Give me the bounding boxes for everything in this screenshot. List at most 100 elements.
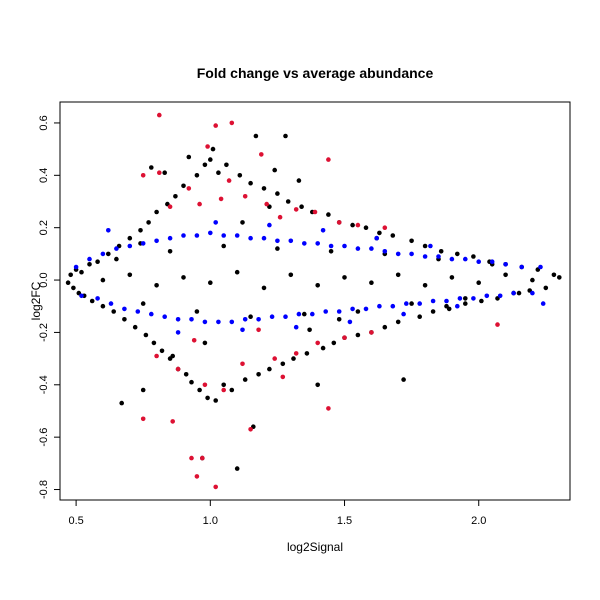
- data-point: [409, 301, 414, 306]
- data-point: [175, 330, 181, 335]
- data-point: [167, 235, 173, 241]
- data-point: [355, 332, 361, 338]
- data-point: [111, 309, 116, 314]
- data-point: [307, 327, 312, 333]
- data-point: [127, 272, 133, 278]
- data-point: [291, 356, 296, 361]
- data-point: [248, 235, 253, 241]
- data-point: [146, 220, 151, 225]
- data-point: [342, 243, 347, 249]
- data-point: [181, 233, 186, 238]
- data-point: [108, 301, 114, 306]
- data-point: [100, 303, 106, 309]
- x-tick-label: 1.0: [203, 515, 218, 527]
- data-point: [516, 290, 522, 296]
- data-point: [242, 317, 248, 322]
- data-point: [175, 366, 181, 372]
- data-point: [272, 356, 278, 361]
- data-point: [457, 296, 463, 301]
- data-point: [350, 222, 355, 228]
- data-point: [154, 238, 159, 244]
- data-point: [355, 222, 361, 228]
- data-point: [234, 466, 240, 471]
- data-point: [119, 400, 124, 406]
- data-point: [489, 259, 495, 265]
- x-tick-label: 0.5: [68, 515, 83, 527]
- data-point: [135, 309, 141, 314]
- data-point: [197, 387, 202, 393]
- data-point: [213, 398, 218, 403]
- data-point: [73, 264, 79, 270]
- data-point: [331, 340, 337, 346]
- data-point: [221, 387, 226, 393]
- data-point: [87, 256, 92, 262]
- data-point: [438, 249, 444, 254]
- data-point: [293, 207, 299, 212]
- data-point: [471, 296, 476, 301]
- data-point: [221, 233, 226, 238]
- data-point: [140, 301, 146, 306]
- data-point: [229, 387, 235, 393]
- x-tick-label: 1.5: [337, 515, 352, 527]
- x-axis: 0.5 1.0 1.5 2.0: [68, 499, 486, 527]
- data-point: [256, 327, 261, 333]
- data-point: [143, 332, 149, 338]
- data-point: [395, 251, 401, 257]
- data-point: [326, 406, 331, 411]
- data-point: [189, 379, 194, 385]
- data-point: [229, 120, 235, 126]
- data-point: [436, 254, 441, 259]
- data-point: [395, 319, 401, 325]
- data-point: [497, 293, 503, 299]
- data-point: [328, 243, 334, 249]
- data-point: [234, 269, 240, 275]
- data-point: [240, 327, 245, 333]
- data-point: [248, 180, 253, 186]
- y-tick-label: -0.4: [38, 375, 50, 394]
- data-point: [208, 157, 213, 162]
- data-point: [189, 317, 194, 322]
- data-point: [369, 280, 374, 286]
- data-point: [208, 280, 213, 286]
- data-point: [320, 345, 326, 351]
- data-point: [157, 112, 162, 118]
- data-point: [149, 311, 154, 317]
- data-point: [315, 241, 321, 246]
- data-point: [363, 306, 369, 312]
- data-point: [181, 183, 186, 189]
- data-point: [277, 214, 283, 220]
- data-point: [240, 220, 245, 225]
- data-point: [342, 335, 347, 341]
- data-point: [422, 254, 428, 259]
- data-point: [157, 170, 162, 175]
- data-point: [463, 296, 468, 301]
- data-point: [395, 272, 401, 278]
- data-point: [543, 285, 549, 291]
- data-point: [374, 235, 380, 241]
- data-point: [312, 209, 318, 215]
- data-point: [100, 251, 106, 257]
- data-point: [259, 152, 264, 157]
- chart-title: Fold change vs average abundance: [197, 65, 434, 81]
- data-point: [355, 309, 361, 314]
- y-tick-label: -0.2: [38, 323, 50, 342]
- data-point: [511, 290, 516, 296]
- data-point: [369, 330, 374, 335]
- data-point: [538, 264, 543, 270]
- data-point: [140, 173, 146, 178]
- data-point: [122, 317, 127, 322]
- data-point: [347, 319, 353, 325]
- data-point: [106, 228, 111, 233]
- data-point: [540, 301, 546, 306]
- data-point: [342, 275, 347, 280]
- data-point: [285, 199, 291, 204]
- data-point: [377, 230, 382, 236]
- data-point: [326, 212, 331, 217]
- data-point: [202, 382, 208, 388]
- data-point: [65, 280, 71, 286]
- data-point: [315, 340, 321, 346]
- data-point: [280, 374, 286, 380]
- data-point: [444, 303, 449, 309]
- data-point: [181, 275, 186, 280]
- data-point: [476, 280, 482, 286]
